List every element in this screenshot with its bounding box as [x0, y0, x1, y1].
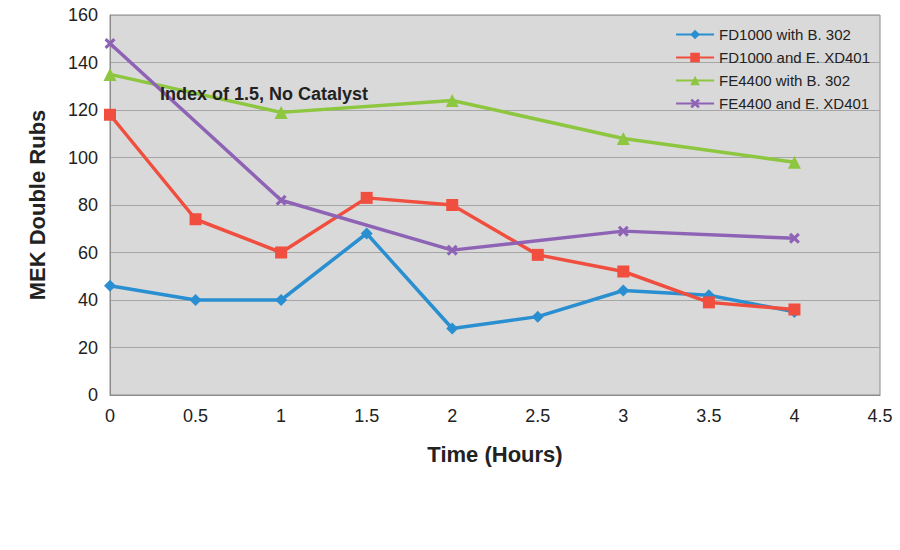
- svg-text:1: 1: [276, 406, 286, 426]
- svg-text:2.5: 2.5: [525, 406, 550, 426]
- svg-text:4: 4: [789, 406, 799, 426]
- svg-text:0.5: 0.5: [183, 406, 208, 426]
- svg-text:80: 80: [78, 195, 98, 215]
- svg-text:4.5: 4.5: [867, 406, 892, 426]
- svg-text:60: 60: [78, 243, 98, 263]
- svg-text:160: 160: [68, 5, 98, 25]
- svg-text:3.5: 3.5: [696, 406, 721, 426]
- svg-text:FD1000 and E. XD401: FD1000 and E. XD401: [719, 49, 870, 66]
- svg-text:1.5: 1.5: [354, 406, 379, 426]
- svg-text:FE4400 and E. XD401: FE4400 and E. XD401: [719, 95, 869, 112]
- svg-text:2: 2: [447, 406, 457, 426]
- svg-text:Index of 1.5, No Catalyst: Index of 1.5, No Catalyst: [160, 84, 368, 104]
- svg-text:3: 3: [618, 406, 628, 426]
- svg-text:FD1000 with B. 302: FD1000 with B. 302: [719, 26, 851, 43]
- svg-text:100: 100: [68, 148, 98, 168]
- svg-text:40: 40: [78, 290, 98, 310]
- svg-text:0: 0: [88, 385, 98, 405]
- svg-text:Time (Hours): Time (Hours): [427, 442, 562, 467]
- svg-text:20: 20: [78, 338, 98, 358]
- svg-text:FE4400 with B. 302: FE4400 with B. 302: [719, 72, 850, 89]
- svg-text:140: 140: [68, 53, 98, 73]
- svg-text:0: 0: [105, 406, 115, 426]
- svg-text:MEK Double Rubs: MEK Double Rubs: [25, 110, 50, 301]
- svg-text:120: 120: [68, 100, 98, 120]
